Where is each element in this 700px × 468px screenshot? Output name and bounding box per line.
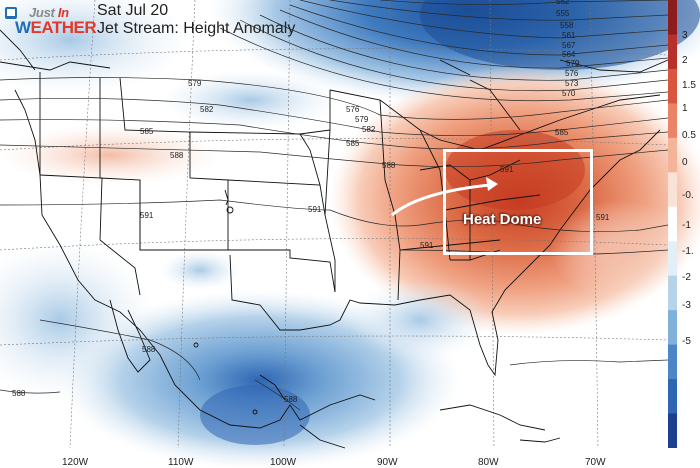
contour-label: 579 bbox=[566, 59, 580, 68]
colorbar-segment bbox=[668, 379, 677, 415]
contour-label: 591 bbox=[140, 211, 154, 220]
map-title: Sat Jul 20 Jet Stream: Height Anomaly bbox=[97, 2, 295, 38]
contour-label: 591 bbox=[596, 213, 610, 222]
colorbar-segment bbox=[668, 0, 677, 35]
logo-line-1: Just In bbox=[29, 5, 69, 20]
colorbar-segment bbox=[668, 206, 677, 242]
contour-label: 576 bbox=[346, 105, 360, 114]
colorbar bbox=[668, 0, 677, 448]
colorbar-segment bbox=[668, 344, 677, 380]
colorbar-segment bbox=[668, 310, 677, 346]
colorbar-tick-label: 3 bbox=[682, 30, 688, 41]
colorbar-tick-label: 1 bbox=[682, 103, 688, 114]
contour-label: 588 bbox=[382, 161, 396, 170]
contour-label: 570 bbox=[562, 89, 576, 98]
colorbar-tick-label: -2 bbox=[682, 272, 691, 283]
contour-label: 555 bbox=[556, 9, 570, 18]
phone-icon bbox=[5, 7, 17, 19]
contour-label: 588 bbox=[142, 345, 156, 354]
heat-dome-label: Heat Dome bbox=[463, 211, 542, 228]
contour-label: 591 bbox=[500, 165, 514, 174]
heat-dome-arrow bbox=[391, 177, 498, 217]
colorbar-tick-label: -1. bbox=[682, 246, 694, 257]
colorbar-segment bbox=[668, 275, 677, 311]
contour-label: 591 bbox=[308, 205, 322, 214]
colorbar-tick-label: 1.5 bbox=[682, 80, 696, 91]
contour-label: 585 bbox=[555, 128, 569, 137]
contour-label: 582 bbox=[200, 105, 214, 114]
contour-label: 588 bbox=[284, 395, 298, 404]
just-in-weather-logo: Just In WEATHER bbox=[3, 3, 97, 39]
title-subtitle: Jet Stream: Height Anomaly bbox=[97, 20, 296, 37]
contour-label: 576 bbox=[565, 69, 579, 78]
contour-label: 561 bbox=[562, 31, 576, 40]
colorbar-tick-label: 0.5 bbox=[682, 130, 696, 141]
colorbar-segment bbox=[668, 68, 677, 104]
colorbar-segment bbox=[668, 413, 677, 448]
colorbar-segment bbox=[668, 172, 677, 208]
height-contours bbox=[0, 0, 669, 411]
longitude-label: 70W bbox=[585, 457, 606, 468]
contour-label: 573 bbox=[565, 79, 579, 88]
colorbar-segment bbox=[668, 137, 677, 173]
coastlines-borders bbox=[0, 29, 669, 449]
contour-label: 579 bbox=[188, 79, 202, 88]
colorbar-tick-label: -1 bbox=[682, 220, 691, 231]
longitude-label: 90W bbox=[377, 457, 398, 468]
longitude-label: 100W bbox=[270, 457, 297, 468]
contour-label: 582 bbox=[362, 125, 376, 134]
colorbar-tick-label: -3 bbox=[682, 300, 691, 311]
longitude-label: 80W bbox=[478, 457, 499, 468]
colorbar-tick-label: 0 bbox=[682, 157, 688, 168]
colorbar-segment bbox=[668, 241, 677, 277]
colorbar-tick-label: -5 bbox=[682, 336, 691, 347]
contour-labels: 5795825855885915915915915915885885885765… bbox=[12, 0, 610, 404]
contour-label: 579 bbox=[355, 115, 369, 124]
contour-label: 567 bbox=[562, 41, 576, 50]
colorbar-tick-label: -0. bbox=[682, 190, 694, 201]
contour-label: 585 bbox=[140, 127, 154, 136]
title-date: Sat Jul 20 bbox=[97, 2, 169, 19]
contour-label: 591 bbox=[420, 241, 434, 250]
contour-label: 588 bbox=[170, 151, 184, 160]
colorbar-segment bbox=[668, 34, 677, 70]
colorbar-tick-label: 2 bbox=[682, 55, 688, 66]
contour-label: 552 bbox=[556, 0, 570, 6]
heat-dome-highlight-box bbox=[443, 149, 593, 255]
contour-label: 585 bbox=[346, 139, 360, 148]
longitude-label: 110W bbox=[168, 457, 194, 468]
graticule bbox=[0, 0, 669, 449]
contour-label: 564 bbox=[562, 50, 576, 59]
contour-label: 588 bbox=[12, 389, 26, 398]
logo-line-2: WEATHER bbox=[15, 18, 97, 37]
longitude-label: 120W bbox=[62, 457, 89, 468]
colorbar-segment bbox=[668, 103, 677, 139]
contour-label: 558 bbox=[560, 21, 574, 30]
